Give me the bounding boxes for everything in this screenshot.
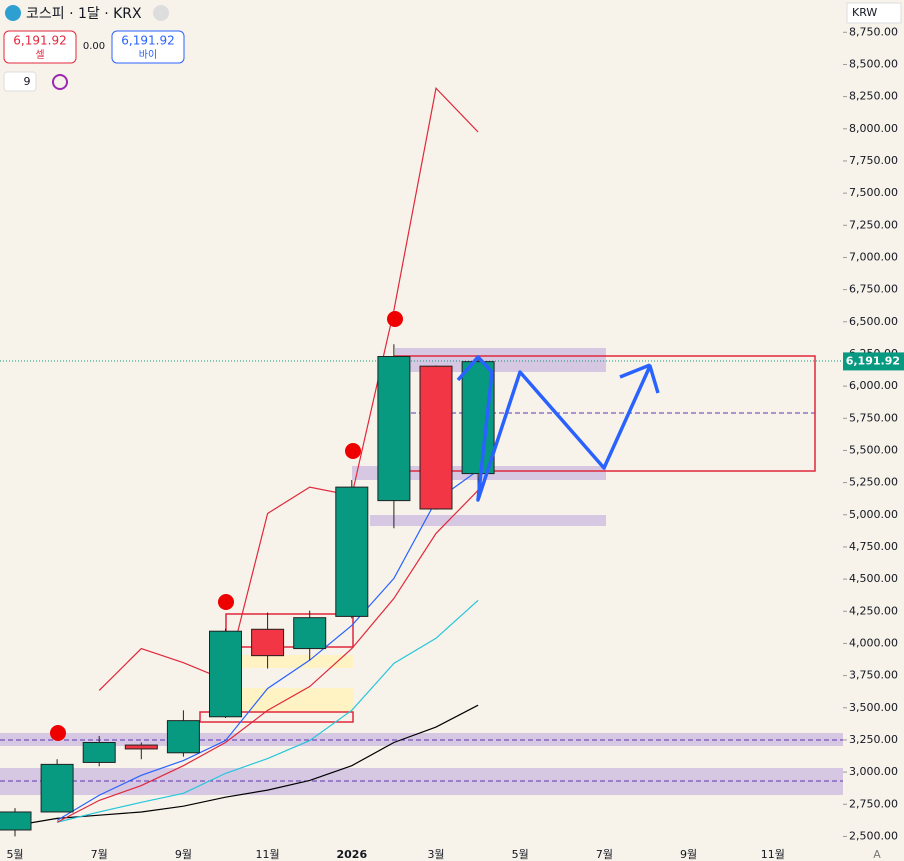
x-tick-label: 3월 [427, 848, 444, 861]
buy-label: 바이 [139, 49, 157, 61]
signal-dot [218, 594, 234, 610]
buy-price: 6,191.92 [121, 34, 174, 48]
x-tick-label: 7월 [596, 848, 613, 861]
y-tick-label: 7,500.00 [849, 186, 898, 199]
sell-price: 6,191.92 [13, 34, 66, 48]
y-tick-label: 8,000.00 [849, 122, 898, 135]
y-tick-label: 5,000.00 [849, 508, 898, 521]
candle-body [40, 763, 74, 813]
header: 코스피 · 1달 · KRX 6,191.92 셀 0.00 6,191.92 … [3, 2, 902, 861]
y-tick-label: 5,500.00 [849, 443, 898, 456]
sell-button[interactable] [3, 30, 77, 64]
y-tick-label: 6,500.00 [849, 315, 898, 328]
spread: 0.00 [83, 41, 105, 52]
indicator-line [56, 599, 479, 823]
hide-button[interactable] [153, 5, 169, 21]
drawings [0, 348, 843, 795]
x-tick-label: 9월 [175, 848, 192, 861]
x-tick-label: 5월 [6, 848, 23, 861]
indicator-line [14, 704, 479, 827]
candle-body [82, 741, 116, 763]
y-tick-label: 8,250.00 [849, 90, 898, 103]
y-tick-label: 3,500.00 [849, 701, 898, 714]
candle-body [335, 486, 369, 617]
time-axis [0, 848, 904, 861]
currency-button[interactable] [846, 2, 902, 24]
auto-scale-button[interactable]: A [873, 848, 881, 861]
signal-dot [387, 311, 403, 327]
y-tick-label: 7,000.00 [849, 250, 898, 263]
x-tick-label: 5월 [512, 848, 529, 861]
y-tick-label: 7,750.00 [849, 154, 898, 167]
currency: KRW [852, 6, 877, 19]
y-tick-label: 6,750.00 [849, 283, 898, 296]
last-price-tag [843, 352, 904, 371]
x-tick-label: 11월 [256, 848, 280, 861]
y-tick-label: 5,750.00 [849, 411, 898, 424]
y-tick-label: 4,500.00 [849, 572, 898, 585]
zone [370, 515, 606, 526]
candle-body [251, 628, 285, 657]
y-tick-label: 8,500.00 [849, 57, 898, 70]
indicator-line [56, 469, 479, 821]
y-tick-label: 2,750.00 [849, 797, 898, 810]
candle-body [461, 361, 495, 475]
y-tick-label: 3,750.00 [849, 669, 898, 682]
x-tick-label: 2026 [336, 848, 367, 861]
last-price-label: 6,191.92 [846, 354, 900, 367]
y-tick-label: 8,750.00 [849, 25, 898, 38]
buy-button[interactable] [111, 30, 185, 64]
y-tick-label: 4,250.00 [849, 604, 898, 617]
y-tick-label: 2,500.00 [849, 829, 898, 842]
candle-body [377, 356, 411, 502]
x-tick-label: 7월 [91, 848, 108, 861]
y-tick-label: 3,250.00 [849, 733, 898, 746]
symbol-title: 코스피 · 1달 · KRX [26, 6, 142, 22]
sell-label: 셀 [35, 49, 44, 61]
candle-body [0, 811, 32, 831]
box [199, 711, 354, 723]
y-tick-label: 6,000.00 [849, 379, 898, 392]
zone [226, 655, 353, 668]
y-tick-label: 4,000.00 [849, 636, 898, 649]
price-axis [843, 0, 904, 848]
zone [0, 733, 843, 746]
candle-body [124, 744, 158, 750]
indicator-count: 9 [24, 75, 31, 88]
x-tick-label: 9월 [680, 848, 697, 861]
drawings [50, 311, 660, 741]
candle-body [419, 365, 453, 510]
indicators-toggle[interactable] [3, 71, 37, 92]
projection-path [456, 355, 660, 502]
y-tick-label: 3,000.00 [849, 765, 898, 778]
y-tick-label: 5,250.00 [849, 476, 898, 489]
logo [5, 5, 21, 21]
x-tick-label: 11월 [761, 848, 785, 861]
candle-body [209, 630, 242, 718]
candle-body [166, 720, 200, 754]
zone [226, 688, 353, 712]
signal-dot [345, 443, 361, 459]
y-tick-label: 4,750.00 [849, 540, 898, 553]
refresh-icon[interactable] [52, 74, 68, 90]
indicator-line [56, 489, 479, 823]
y-tick-label: 7,250.00 [849, 218, 898, 231]
indicator-line [98, 87, 479, 691]
candle-body [293, 617, 327, 650]
signal-dot [50, 725, 66, 741]
